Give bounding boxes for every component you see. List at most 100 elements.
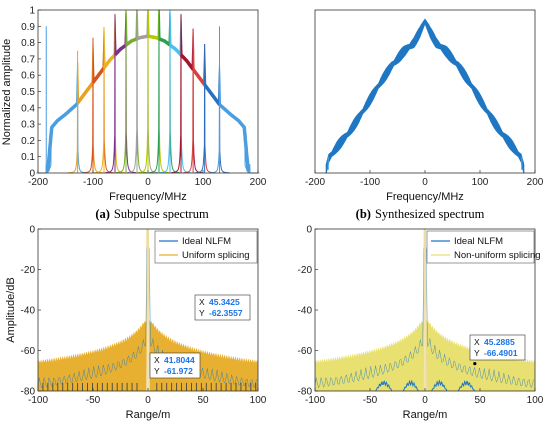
panel-a-subpulse-line	[82, 27, 114, 174]
panel-b-synthesized-spectrum: -200 -100 0 100 200 Frequency/MHz (b) Synthes…	[305, 9, 544, 221]
panel-a-subpulse-band	[203, 83, 221, 106]
panel-c-legend-splicing-label: Uniform splicing	[182, 250, 250, 261]
panel-d-legend-ideal-label: Ideal NLFM	[454, 236, 503, 247]
panel-a-subpulse-band	[91, 66, 106, 84]
panel-d-x-tick-label: 100	[527, 395, 544, 406]
panel-c-datatip-2-x-value: 41.8044	[164, 355, 195, 365]
panel-c-datatip-1-y-value: -62.3557	[209, 308, 243, 318]
panel-a-caption: (a) Subpulse spectrum	[95, 207, 209, 221]
panel-c-datatip-1-y-label: Y	[199, 308, 205, 318]
panel-d-x-tick-label: 50	[474, 395, 486, 406]
panel-c-datatip-2-x-label: X	[154, 355, 160, 365]
panel-c-datatip-2-y-label: Y	[154, 366, 160, 376]
panel-b-caption-text: Synthesized spectrum	[375, 207, 485, 221]
panel-d-x-tick-label: -50	[363, 395, 378, 406]
panel-c-datatip-1[interactable]: X 45.3425 Y -62.3557	[194, 294, 251, 321]
panel-a-subpulse-spectrum: 0 0.1 0.2 0.3 0.4 0.5 0.6 0.7 0.8 0.9 1 -200 -100 0 1…	[1, 6, 267, 222]
panel-d-ideal-low-lobe	[375, 380, 393, 392]
panel-d-non-uniform-splicing: 0 -20 -40 -60 -80 -100 -50 0 50 100 Range/m Idea…	[298, 225, 544, 422]
panel-a-subpulse-line	[171, 14, 203, 174]
panel-b-plot-area	[325, 18, 525, 174]
panel-a-x-tick-label: 200	[250, 177, 267, 188]
panel-a-y-tick-label: 0.4	[21, 103, 35, 114]
panel-c-x-tick-label: -100	[28, 395, 48, 406]
panel-c-uniform-splicing: 0 -20 -40 -60 -80 -100 -50 0 50 100 Range/m Ampl…	[5, 225, 267, 422]
panel-d-y-tick-label: -40	[298, 306, 313, 317]
panel-d-datatip-1[interactable]: X 45.2885 Y -66.4901	[469, 334, 526, 361]
panel-a-y-tick-label: 0.9	[21, 22, 35, 33]
panel-a-subpulse-line	[183, 28, 215, 174]
panel-a-y-tick-label: 0	[29, 169, 35, 180]
panel-a-subpulse-band	[76, 81, 95, 105]
panel-d-datatip-1-y-label: Y	[474, 348, 480, 358]
panel-a-subpulse-line	[94, 14, 125, 174]
panel-d-y-tick-label: -80	[298, 387, 313, 398]
panel-c-plot-area	[37, 228, 258, 392]
panel-d-ideal-low-lobe	[431, 379, 448, 392]
panel-a-subpulse-line	[160, 9, 191, 174]
panel-c-y-tick-label: -60	[21, 346, 36, 357]
panel-d-y-tick-label: 0	[306, 225, 312, 236]
panel-c-y-tick-label: 0	[29, 225, 35, 236]
panel-a-x-tick-label: -100	[83, 177, 103, 188]
panel-b-axes-box	[314, 9, 536, 174]
panel-c-legend-box	[154, 230, 258, 264]
panel-b-x-tick-label: 0	[422, 177, 428, 188]
panel-b-x-tick-label: -100	[360, 177, 380, 188]
panel-a-subpulse-band	[147, 34, 160, 41]
panel-a-subpulse-band	[136, 34, 149, 41]
panel-d-datatip-1-x-label: X	[474, 337, 480, 347]
panel-c-y-ticks: 0 -20 -40 -60 -80	[21, 225, 41, 398]
panel-a-y-tick-label: 1	[29, 6, 35, 17]
panel-c-y-axis-label: Amplitude/dB	[5, 277, 17, 342]
panel-b-x-tick-label: 200	[527, 177, 544, 188]
panel-b-x-tick-label: -200	[305, 177, 325, 188]
panel-a-plot-area	[36, 9, 260, 174]
panel-d-y-ticks: 0 -20 -40 -60 -80	[298, 225, 318, 398]
panel-a-y-tick-label: 0.8	[21, 38, 35, 49]
panel-d-datatip-marker[interactable]	[473, 362, 477, 366]
panel-a-subpulse-band	[125, 37, 138, 47]
panel-a-subpulse-band	[102, 53, 117, 69]
panel-d-ideal-low-lobe	[402, 379, 419, 392]
panel-a-y-ticks: 0 0.1 0.2 0.3 0.4 0.5 0.6 0.7 0.8 0.9 1	[21, 6, 41, 180]
panel-c-y-tick-label: -80	[21, 387, 36, 398]
panel-a-subpulse-band	[158, 37, 171, 47]
panel-c-x-tick-label: 100	[250, 395, 267, 406]
panel-c-datatip-2-box	[149, 352, 201, 379]
panel-c-x-ticks: -100 -50 0 50 100	[28, 388, 267, 406]
panel-a-x-axis-label: Frequency/MHz	[109, 191, 187, 203]
panel-d-legend-box	[426, 230, 535, 264]
panel-d-x-axis-label: Range/m	[403, 409, 448, 421]
panel-c-x-axis-label: Range/m	[126, 409, 171, 421]
panel-c-datatip-2[interactable]: X 41.8044 Y -61.972	[149, 352, 201, 379]
panel-d-x-tick-label: 0	[422, 395, 428, 406]
panel-c-datatip-1-x-label: X	[199, 297, 205, 307]
panel-c-x-tick-label: 50	[197, 395, 209, 406]
panel-d-x-ticks: -100 -50 0 50 100	[305, 388, 544, 406]
panel-d-legend: Ideal NLFM Non-uniform splicing	[426, 230, 541, 264]
panel-a-subpulse-band	[113, 43, 128, 57]
panel-a-subpulse-band	[169, 43, 183, 57]
panel-c-x-tick-label: -50	[86, 395, 101, 406]
panel-a-subpulse-band	[218, 103, 250, 172]
panel-a-subpulse-line	[138, 9, 169, 174]
panel-c-datatip-1-box	[194, 294, 251, 321]
panel-a-y-tick-label: 0.3	[21, 120, 35, 131]
panel-a-subpulse-line	[105, 9, 136, 174]
panel-b-caption: (b) Synthesized spectrum	[356, 207, 485, 221]
panel-a-subpulse-line	[127, 9, 158, 174]
panel-a-x-tick-label: 100	[195, 177, 212, 188]
panel-d-x-tick-label: -100	[305, 395, 325, 406]
panel-a-caption-text: Subpulse spectrum	[114, 207, 209, 221]
panel-c-legend-ideal-label: Ideal NLFM	[182, 236, 231, 247]
panel-a-x-tick-label: 0	[145, 177, 151, 188]
panel-b-x-tick-label: 100	[472, 177, 489, 188]
panel-b-x-ticks: -200 -100 0 100 200	[305, 170, 544, 188]
panel-a-y-axis-label: Normalized amplitude	[1, 39, 13, 145]
panel-a-y-tick-label: 0.7	[21, 54, 35, 65]
panel-b-caption-label: (b)	[356, 207, 371, 221]
panel-c-legend: Ideal NLFM Uniform splicing	[154, 230, 258, 264]
panel-b-x-axis-label: Frequency/MHz	[386, 191, 464, 203]
panel-d-y-tick-label: -20	[298, 265, 313, 276]
